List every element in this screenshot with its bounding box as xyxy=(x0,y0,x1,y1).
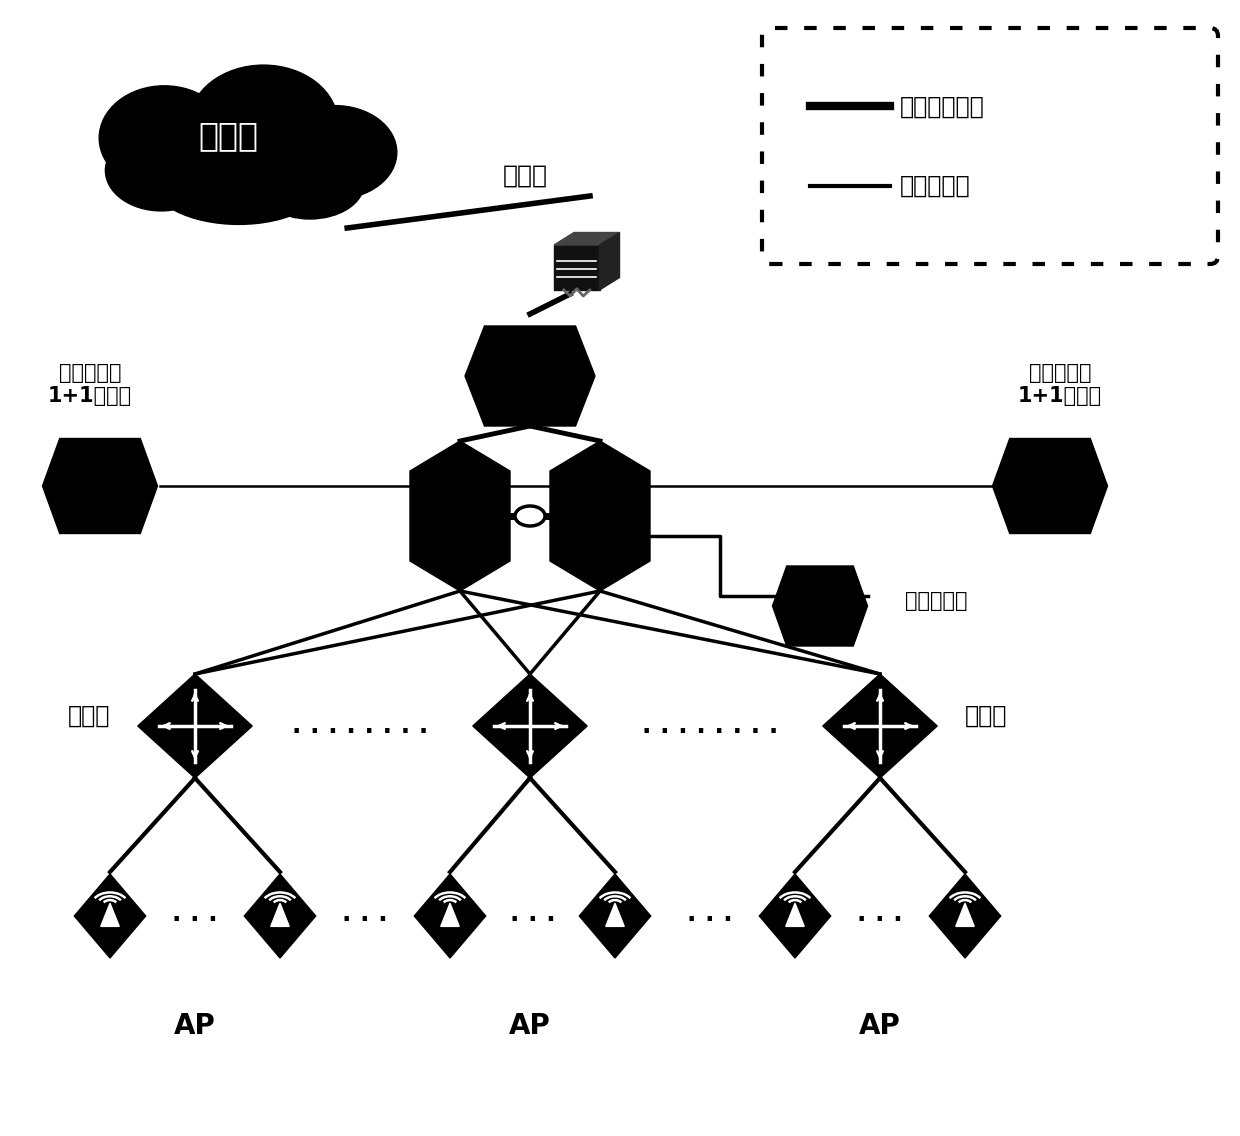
Polygon shape xyxy=(414,874,486,958)
Polygon shape xyxy=(551,441,650,591)
Text: 千兆双绞线: 千兆双绞线 xyxy=(900,174,971,198)
Polygon shape xyxy=(410,441,510,591)
Polygon shape xyxy=(786,903,805,926)
Ellipse shape xyxy=(149,131,329,225)
Ellipse shape xyxy=(273,106,397,199)
Text: 千兆光纤馅颇: 千兆光纤馅颇 xyxy=(900,94,985,118)
Polygon shape xyxy=(74,874,146,958)
Text: 广域网: 广域网 xyxy=(198,119,258,152)
Ellipse shape xyxy=(255,147,365,219)
Text: 交换机: 交换机 xyxy=(965,704,1007,728)
Text: 防火墙: 防火墙 xyxy=(502,164,548,187)
Polygon shape xyxy=(270,903,289,926)
Polygon shape xyxy=(440,903,459,926)
Text: . . .: . . . xyxy=(687,902,733,926)
Polygon shape xyxy=(472,674,588,778)
Text: 交换机: 交换机 xyxy=(68,704,110,728)
Text: . . . . . . . .: . . . . . . . . xyxy=(642,715,779,738)
Text: 网管服务器: 网管服务器 xyxy=(905,591,967,611)
Polygon shape xyxy=(100,903,119,926)
Text: . . .: . . . xyxy=(342,902,388,926)
Text: . . .: . . . xyxy=(172,902,218,926)
Polygon shape xyxy=(823,674,937,778)
Ellipse shape xyxy=(515,506,546,526)
Ellipse shape xyxy=(105,130,217,211)
Text: . . .: . . . xyxy=(857,902,903,926)
Text: 无线控制器
1+1热备份: 无线控制器 1+1热备份 xyxy=(48,362,133,406)
Polygon shape xyxy=(138,674,252,778)
Polygon shape xyxy=(599,233,620,290)
Polygon shape xyxy=(956,903,975,926)
Polygon shape xyxy=(992,438,1107,534)
Polygon shape xyxy=(773,566,868,646)
Polygon shape xyxy=(579,874,651,958)
Text: . . .: . . . xyxy=(510,902,556,926)
Text: AP: AP xyxy=(174,1012,216,1039)
Text: AP: AP xyxy=(510,1012,551,1039)
Text: . . . . . . . .: . . . . . . . . xyxy=(291,715,428,738)
Polygon shape xyxy=(606,903,624,926)
Text: 无线控制器
1+1热备份: 无线控制器 1+1热备份 xyxy=(1018,362,1102,406)
Polygon shape xyxy=(42,438,157,534)
Polygon shape xyxy=(465,326,595,426)
Ellipse shape xyxy=(190,65,337,182)
Polygon shape xyxy=(554,233,620,245)
Polygon shape xyxy=(929,874,1001,958)
Text: AP: AP xyxy=(859,1012,901,1039)
Polygon shape xyxy=(554,245,599,290)
Ellipse shape xyxy=(99,86,229,190)
FancyBboxPatch shape xyxy=(763,28,1218,264)
Polygon shape xyxy=(759,874,831,958)
Polygon shape xyxy=(244,874,316,958)
